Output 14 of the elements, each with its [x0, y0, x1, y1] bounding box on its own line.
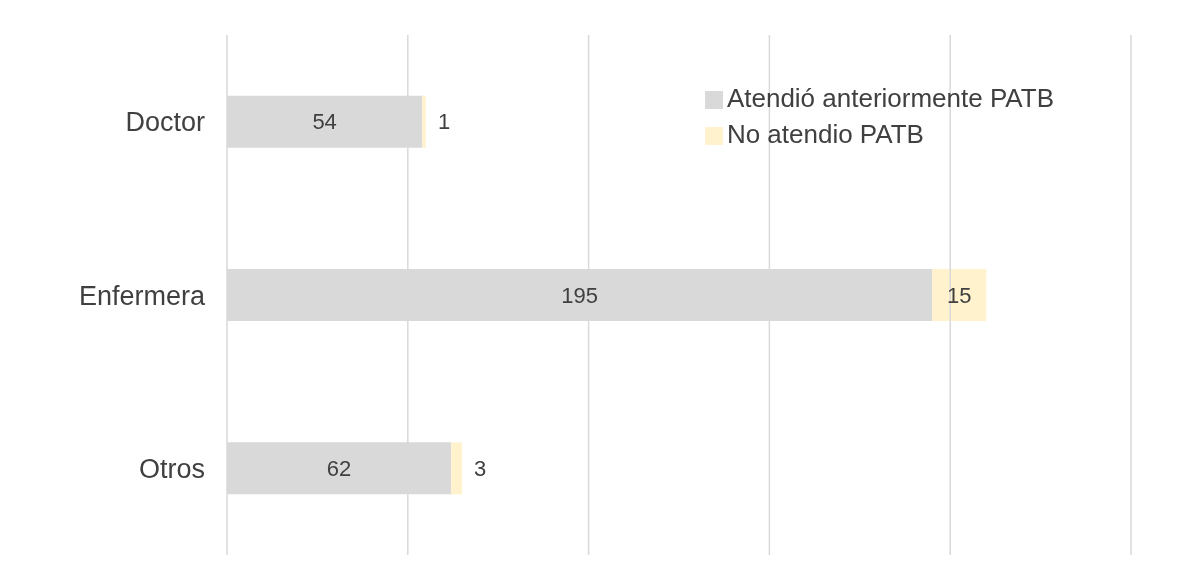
legend-label: No atendio PATB [726, 119, 924, 149]
bar [451, 442, 463, 495]
y-tick-label: Enfermera [78, 280, 206, 311]
data-label: 1 [437, 109, 451, 135]
legend-label: Atendió anteriormente PATB [726, 83, 1054, 113]
data-label: 62 [326, 455, 352, 481]
bar [422, 95, 426, 148]
y-tick-label: Doctor [125, 107, 205, 138]
bar [932, 269, 987, 321]
data-label: 54 [312, 109, 337, 135]
data-label: 195 [561, 282, 598, 308]
y-tick-label: Otros [138, 453, 205, 484]
data-label: 15 [947, 282, 972, 308]
data-label: 3 [474, 455, 487, 481]
